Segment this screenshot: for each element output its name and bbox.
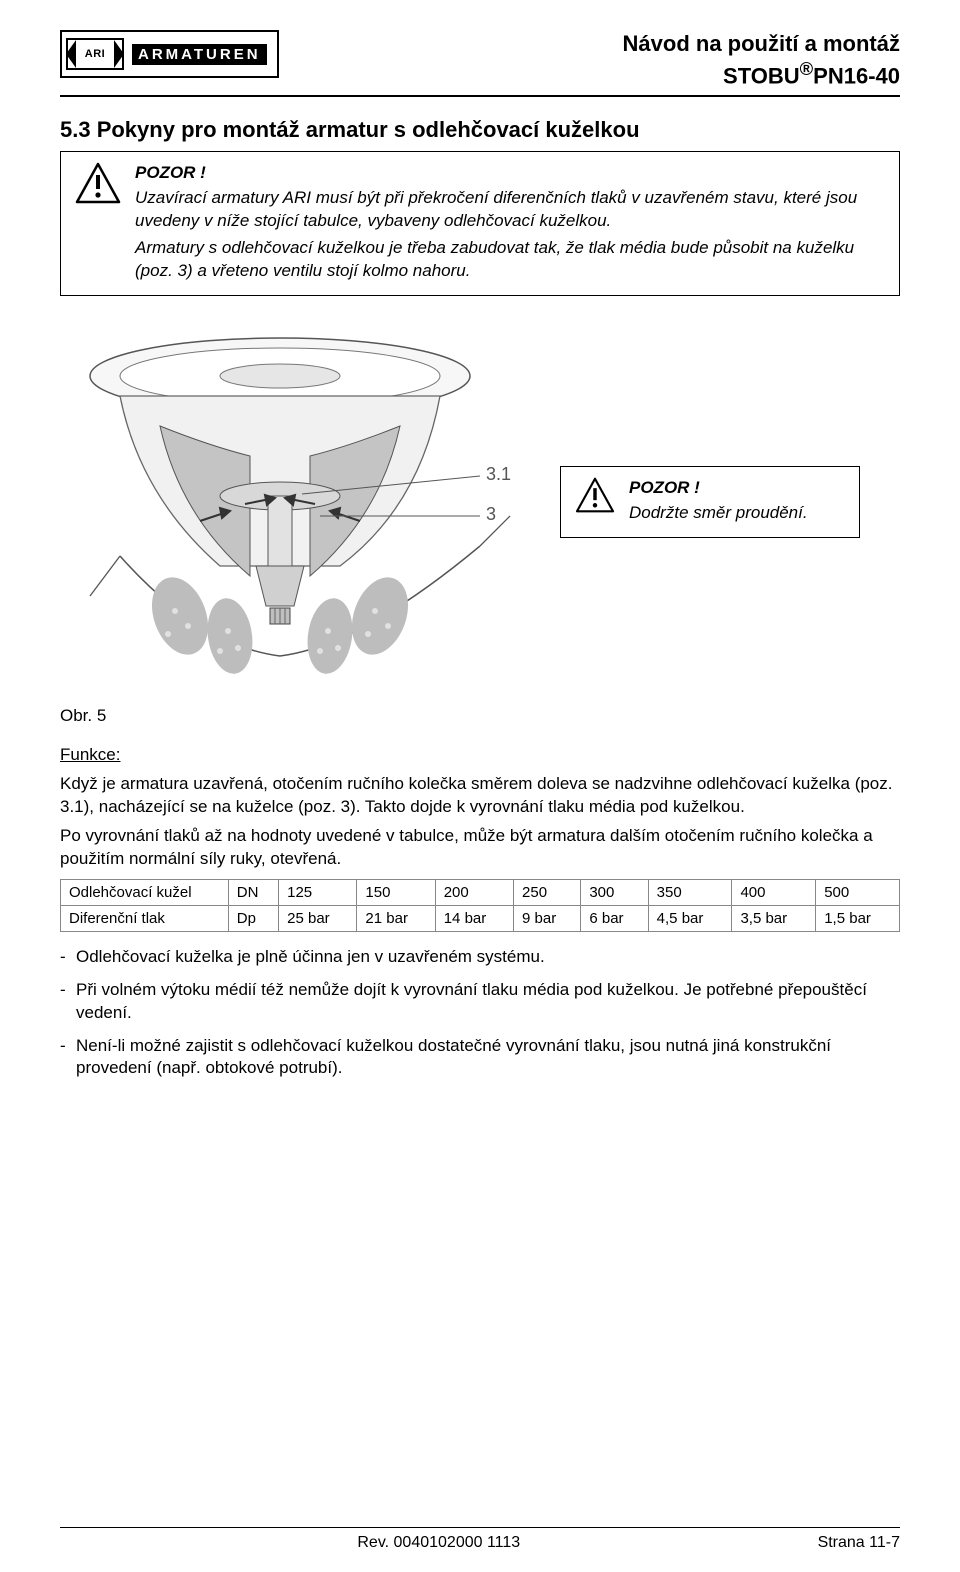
table-cell: 6 bar: [581, 905, 648, 931]
doc-title-line2: STOBU®PN16-40: [623, 58, 900, 90]
warning-box-main: POZOR ! Uzavírací armatury ARI musí být …: [60, 151, 900, 296]
figure-area: 3.1 3 POZOR ! Dodržte směr proudění.: [60, 316, 900, 696]
table-row: Diferenční tlak Dp 25 bar 21 bar 14 bar …: [61, 905, 900, 931]
table-cell: Dp: [228, 905, 278, 931]
pressure-table: Odlehčovací kužel DN 125 150 200 250 300…: [60, 879, 900, 932]
section-heading: 5.3 Pokyny pro montáž armatur s odlehčov…: [60, 117, 900, 143]
logo-box: ARI ARMATUREN: [60, 30, 279, 78]
footer-right: Strana 11-7: [818, 1534, 900, 1552]
funkce-p1: Když je armatura uzavřená, otočením ručn…: [60, 773, 900, 819]
table-cell: 14 bar: [435, 905, 513, 931]
table-cell: 25 bar: [279, 905, 357, 931]
page-header: ARI ARMATUREN Návod na použití a montáž …: [60, 30, 900, 97]
figure-diagram: 3.1 3: [80, 316, 520, 676]
warning-inline-text: POZOR ! Dodržte směr proudění.: [629, 477, 808, 525]
warning-title: POZOR !: [135, 162, 885, 185]
fig-label-31: 3.1: [486, 464, 511, 484]
warning-inline-title: POZOR !: [629, 477, 808, 500]
table-cell: 9 bar: [514, 905, 581, 931]
table-cell: 150: [357, 879, 435, 905]
bullet-text: Při volném výtoku médií též nemůže dojít…: [76, 979, 900, 1025]
table-cell: 400: [732, 879, 816, 905]
table-cell: 250: [514, 879, 581, 905]
table-cell: Diferenční tlak: [61, 905, 229, 931]
table-cell: 1,5 bar: [816, 905, 900, 931]
warning-box-inline: POZOR ! Dodržte směr proudění.: [560, 466, 860, 538]
logo: ARI ARMATUREN: [60, 30, 279, 78]
footer-center: Rev. 0040102000 1113: [357, 1534, 520, 1552]
table-cell: 4,5 bar: [648, 905, 732, 931]
bullet-text: Odlehčovací kuželka je plně účinna jen v…: [76, 946, 545, 969]
table-cell: 125: [279, 879, 357, 905]
table-cell: 3,5 bar: [732, 905, 816, 931]
figure-caption: Obr. 5: [60, 706, 900, 726]
table-cell: 200: [435, 879, 513, 905]
warning-p1: Uzavírací armatury ARI musí být při přek…: [135, 187, 885, 233]
funkce-heading: Funkce:: [60, 744, 900, 767]
list-item: - Při volném výtoku médií též nemůže doj…: [60, 979, 900, 1025]
logo-name: ARMATUREN: [132, 44, 267, 65]
table-cell: Odlehčovací kužel: [61, 879, 229, 905]
table-cell: 500: [816, 879, 900, 905]
page-footer: Rev. 0040102000 1113 Strana 11-7: [60, 1527, 900, 1552]
bullet-text: Není-li možné zajistit s odlehčovací kuž…: [76, 1035, 900, 1081]
warning-text: POZOR ! Uzavírací armatury ARI musí být …: [135, 162, 885, 283]
doc-title-line1: Návod na použití a montáž: [623, 30, 900, 58]
warning-p2: Armatury s odlehčovací kuželkou je třeba…: [135, 237, 885, 283]
logo-badge: ARI: [66, 38, 124, 70]
warning-inline-body: Dodržte směr proudění.: [629, 502, 808, 525]
page: ARI ARMATUREN Návod na použití a montáž …: [0, 0, 960, 1572]
table-cell: DN: [228, 879, 278, 905]
warning-icon: [575, 477, 615, 513]
list-item: - Odlehčovací kuželka je plně účinna jen…: [60, 946, 900, 969]
list-item: - Není-li možné zajistit s odlehčovací k…: [60, 1035, 900, 1081]
table-cell: 21 bar: [357, 905, 435, 931]
table-row: Odlehčovací kužel DN 125 150 200 250 300…: [61, 879, 900, 905]
funkce-p2: Po vyrovnání tlaků až na hodnoty uvedené…: [60, 825, 900, 871]
bullet-list: - Odlehčovací kuželka je plně účinna jen…: [60, 946, 900, 1081]
table-cell: 300: [581, 879, 648, 905]
logo-badge-text: ARI: [85, 48, 105, 60]
warning-icon: [75, 162, 121, 204]
table-cell: 350: [648, 879, 732, 905]
doc-title: Návod na použití a montáž STOBU®PN16-40: [623, 30, 900, 89]
fig-label-3: 3: [486, 504, 496, 524]
